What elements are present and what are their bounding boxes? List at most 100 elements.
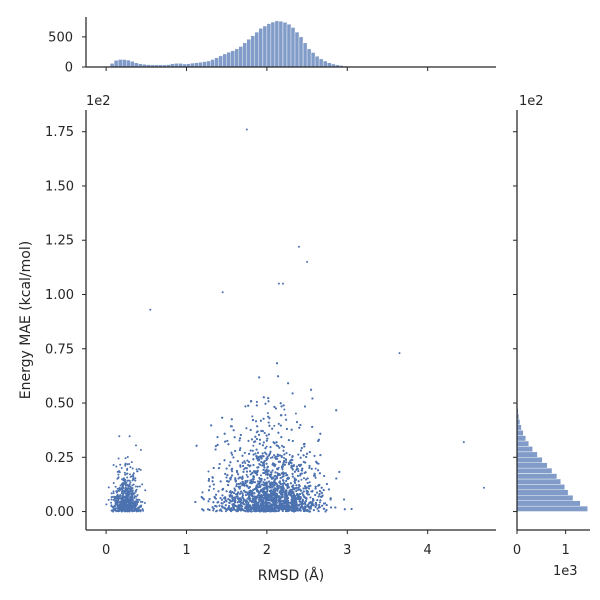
scatter-point [256,430,259,433]
scatter-point [139,468,142,471]
scatter-point [135,468,138,471]
scatter-point [270,489,273,492]
scatter-point [260,479,263,482]
scatter-point [251,415,254,418]
scatter-point [305,497,308,500]
scatter-point [319,432,322,435]
scatter-point [265,434,268,437]
scatter-point [139,448,142,451]
scatter-point [294,495,296,498]
scatter-point [282,485,284,487]
scatter-point [293,470,296,473]
scatter-point [288,461,291,464]
scatter-point [119,463,122,466]
scatter-point [110,501,113,504]
scatter-point [132,505,134,508]
scatter-point [312,499,315,502]
scatter-point [237,473,240,476]
scatter-point [271,494,274,497]
scatter-point [316,507,319,510]
scatter-point [127,497,130,500]
scatter-point [123,480,126,483]
scatter-point [304,461,307,464]
scatter-point [268,501,271,504]
scatter-point [250,508,253,511]
scatter-point [125,510,128,513]
scatter-point [123,500,126,503]
scatter-point [207,500,210,503]
scatter-point [239,476,242,479]
scatter-point [264,483,267,486]
scatter-point [274,474,277,477]
scatter-point [283,463,286,466]
scatter-point [208,489,210,492]
scatter-point [212,509,215,512]
scatter-point [266,457,269,460]
scatter-point [266,490,268,493]
scatter-point [268,424,271,427]
scatter-point [290,428,293,431]
scatter-point [212,507,215,510]
scatter-point [257,509,260,512]
scatter-point [211,480,214,483]
scatter-point [311,501,314,504]
scatter-point [255,438,258,440]
scatter-point [217,490,220,493]
scatter-point [135,488,138,491]
scatter-point [212,483,215,486]
scatter-point [131,467,134,470]
scatter-point [112,508,115,511]
scatter-point [247,487,250,490]
scatter-point [338,470,341,473]
scatter-point [266,488,269,491]
scatter-point [201,508,204,511]
scatter-point [309,510,312,513]
scatter-point [207,508,209,511]
scatter-point [279,424,282,427]
scatter-point [115,490,118,493]
scatter-point [128,497,131,499]
scatter-point [302,490,305,493]
scatter-point [225,467,228,470]
scatter-point [125,502,128,505]
scatter-point [287,463,290,466]
scatter-point [136,485,139,488]
scatter-point [117,476,120,479]
scatter-point [303,507,306,510]
scatter-point [308,502,311,504]
scatter-point [266,455,269,458]
scatter-point [138,468,141,470]
scatter-point [302,487,305,490]
scatter-point [234,477,237,480]
scatter-point [295,506,298,509]
scatter-point [267,498,270,501]
scatter-point [272,477,275,480]
scatter-point [282,482,285,485]
scatter-point [343,508,346,511]
scatter-point [239,464,242,467]
scatter-point [112,482,115,484]
scatter-point [304,501,307,504]
scatter-point [285,480,288,482]
scatter-point [262,468,265,471]
scatter-point [269,457,272,459]
scatter-point [114,505,116,507]
scatter-point [229,478,232,481]
scatter-point [292,484,295,487]
scatter-point [255,404,258,407]
scatter-point [232,456,235,459]
scatter-point [123,477,125,480]
scatter-point [276,453,279,456]
scatter-point [262,441,265,444]
scatter-point [268,454,270,457]
scatter-point [118,435,121,438]
scatter-point [238,485,241,488]
scatter-point [275,499,278,502]
scatter-point [271,490,274,493]
scatter-point [227,443,230,446]
scatter-point [228,464,231,467]
scatter-point [234,499,237,502]
scatter-point [269,503,272,506]
scatter-point [120,505,123,508]
scatter-point [136,508,139,511]
